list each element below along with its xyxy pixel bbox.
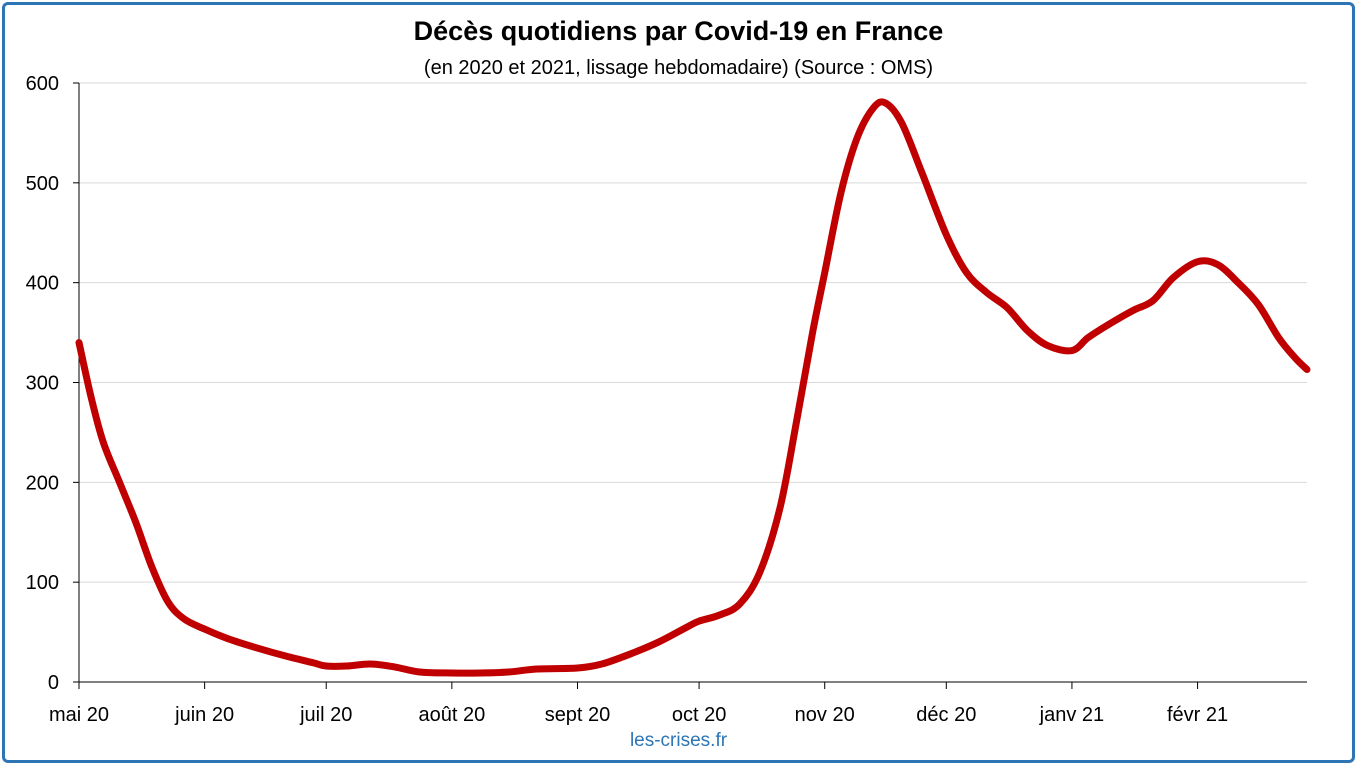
y-tick-label: 500 [26, 173, 59, 195]
y-axis-ticks: 0 100 200 300 400 500 600 [26, 73, 79, 694]
x-tick-label: mai 20 [49, 704, 109, 726]
x-tick-label: févr 21 [1167, 704, 1228, 726]
chart-title: Décès quotidiens par Covid-19 en France [413, 16, 944, 46]
y-tick-label: 0 [48, 672, 59, 694]
chart-subtitle: (en 2020 et 2021, lissage hebdomadaire) … [423, 57, 934, 79]
gridlines [79, 82, 1307, 583]
x-tick-label: déc 20 [916, 704, 976, 726]
x-tick-label: nov 20 [795, 704, 855, 726]
source-credit: les-crises.fr [629, 730, 728, 751]
y-tick-label: 400 [26, 273, 59, 295]
y-tick-label: 600 [26, 73, 59, 95]
series-layer [75, 98, 1311, 677]
series-line-deaths [75, 98, 1311, 677]
axes [78, 83, 1307, 683]
y-tick-label: 100 [26, 572, 59, 594]
x-tick-label: juin 20 [174, 704, 234, 726]
x-tick-label: août 20 [418, 704, 485, 726]
x-tick-label: sept 20 [545, 704, 611, 726]
x-axis-ticks: mai 20 juin 20 juil 20 août 20 sept 20 oct 20… [49, 682, 1228, 726]
x-tick-label: janv 21 [1039, 704, 1105, 726]
y-tick-label: 300 [26, 373, 59, 395]
y-tick-label: 200 [26, 472, 59, 494]
x-tick-label: juil 20 [299, 704, 352, 726]
x-tick-label: oct 20 [672, 704, 726, 726]
